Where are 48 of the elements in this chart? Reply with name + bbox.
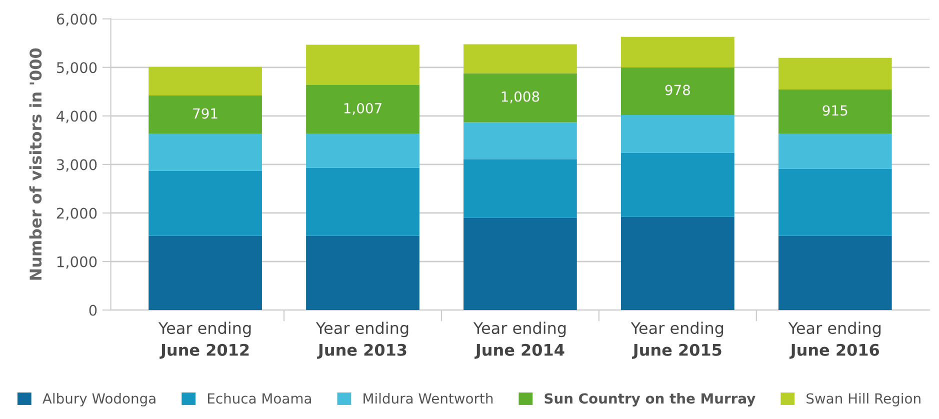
bar (464, 122, 577, 160)
data-label: 791 (193, 108, 218, 119)
bar (464, 44, 577, 74)
data-label: 978 (665, 84, 690, 96)
bar (148, 236, 262, 310)
legend-label: Echuca Moama (208, 392, 311, 404)
bar (620, 216, 734, 310)
y-tick-label: 6,000 (56, 14, 97, 26)
bar (778, 168, 892, 236)
x-tick-label: Year ending June 2013 (316, 322, 408, 359)
bar (148, 66, 262, 96)
x-tick-label: Year ending June 2014 (473, 322, 566, 359)
y-tick-label: 5,000 (56, 62, 97, 75)
legend-label: Sun Country on the Murray (544, 392, 756, 406)
bar (620, 67, 734, 115)
y-tick-label: 4,000 (56, 110, 97, 124)
bar (620, 114, 734, 153)
x-tick-label: Year ending June 2015 (630, 322, 724, 359)
bar (306, 168, 420, 236)
bar (778, 89, 892, 134)
data-label: 1,008 (502, 91, 540, 104)
x-tick-label: Year ending June 2012 (158, 322, 251, 359)
bar (306, 236, 420, 310)
y-axis-title: Number of visitors in '000 (29, 48, 42, 280)
bar (778, 58, 892, 90)
bar (148, 95, 262, 134)
bar (148, 134, 262, 171)
bar (306, 44, 420, 86)
bar (464, 159, 577, 218)
y-tick-label: 3,000 (56, 159, 97, 172)
y-tick-label: 1,000 (57, 256, 97, 269)
bar (306, 134, 420, 168)
x-tick-label: Year ending June 2016 (788, 322, 881, 359)
y-tick-label: 0 (89, 304, 97, 316)
data-label: 915 (822, 105, 848, 116)
bar (306, 85, 420, 134)
bar (464, 218, 577, 310)
legend-label: Mildura Wentworth (364, 392, 493, 404)
legend-label: Swan Hill Region (806, 392, 920, 406)
data-label: 1,007 (344, 102, 382, 115)
bar (620, 152, 734, 217)
legend-label: Albury Wodonga (42, 392, 156, 406)
bar (620, 36, 734, 68)
bar (778, 236, 892, 310)
bar (464, 73, 577, 122)
bar (148, 170, 262, 236)
bar (778, 134, 892, 169)
y-tick-label: 2,000 (56, 208, 97, 220)
